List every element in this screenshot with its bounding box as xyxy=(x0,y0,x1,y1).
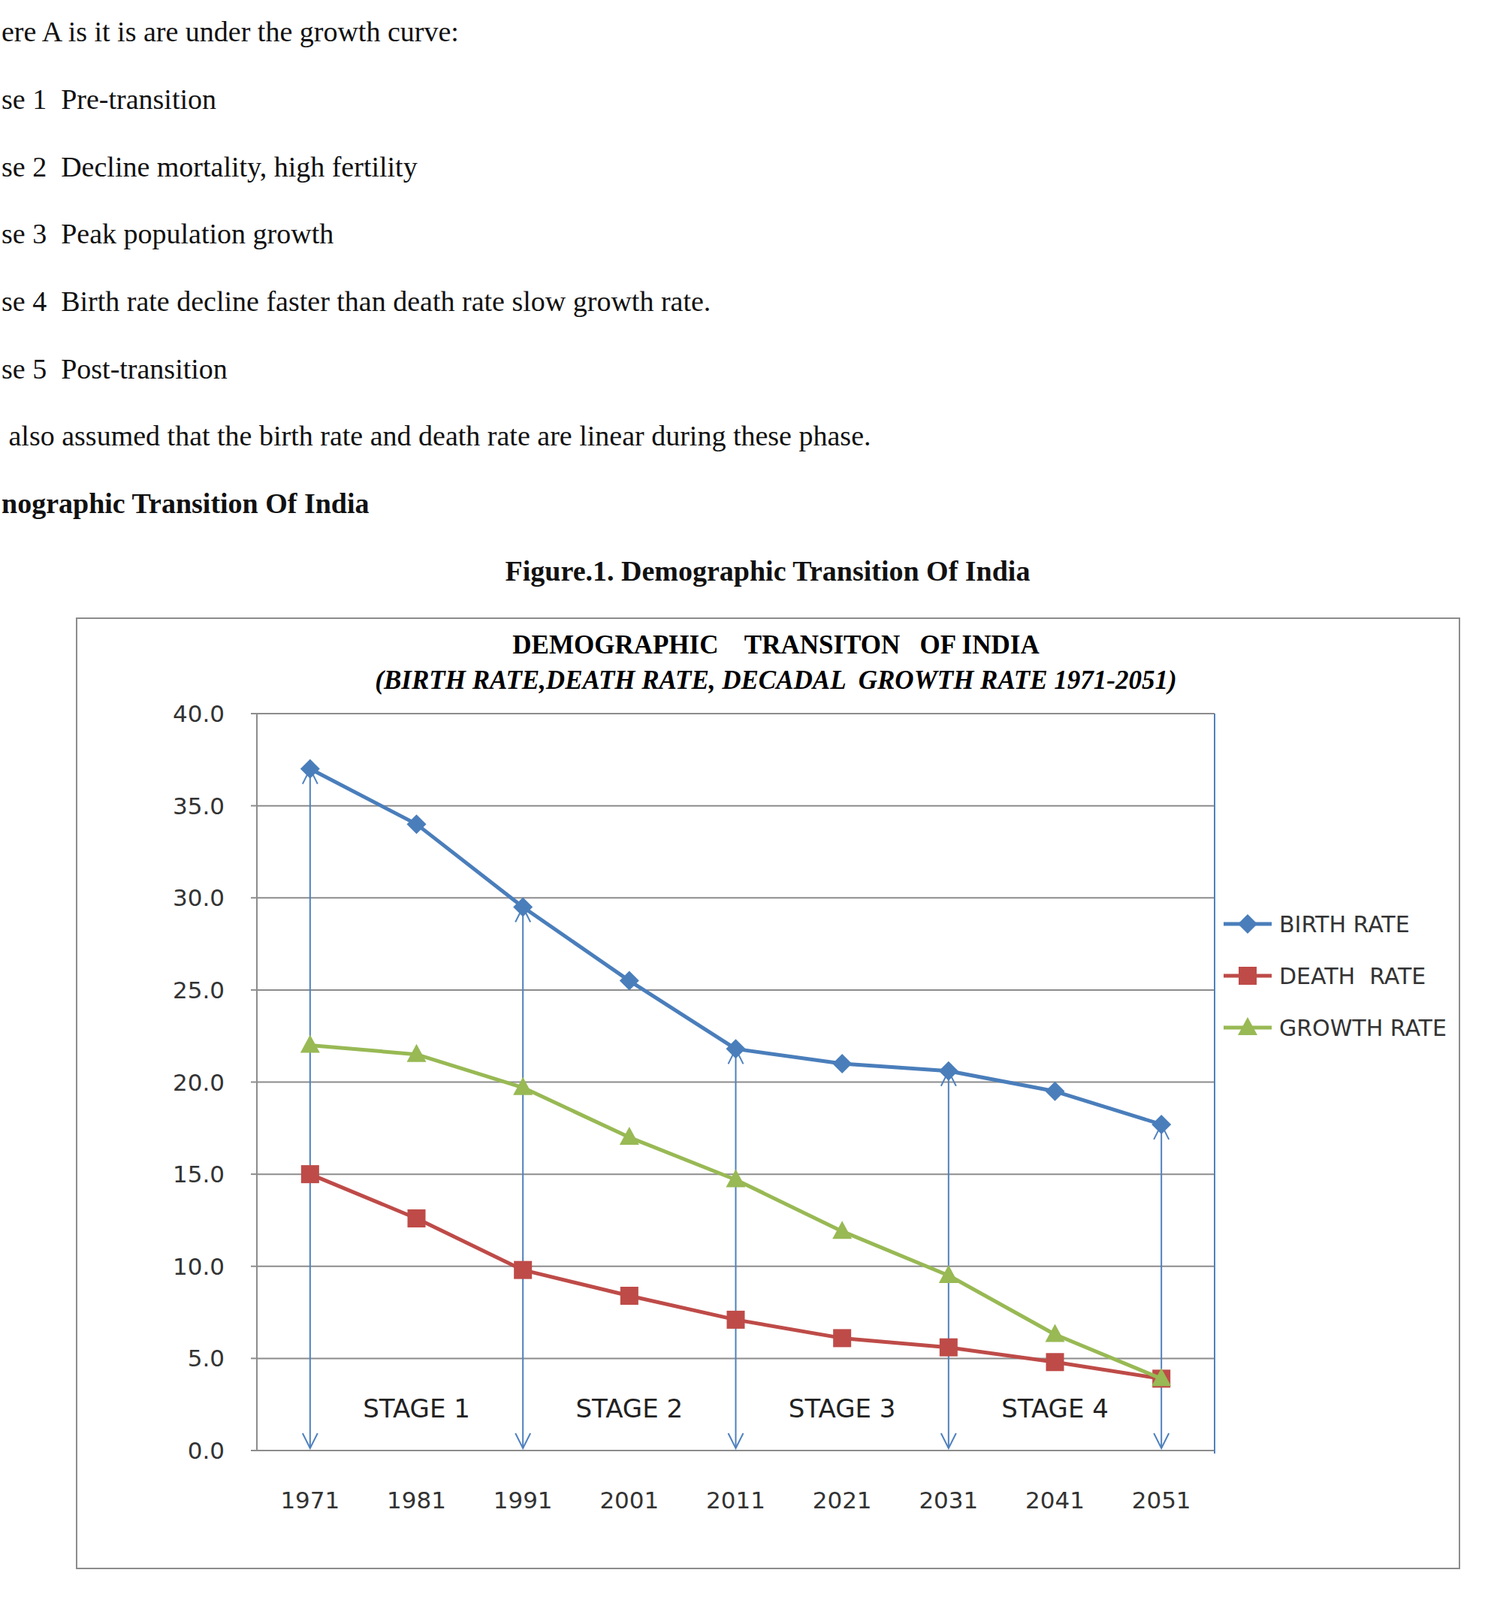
data-point xyxy=(726,1168,746,1187)
tick-mark xyxy=(250,1357,257,1359)
x-tick-label: 2021 xyxy=(812,1486,873,1514)
tick-mark xyxy=(250,1081,257,1084)
arrow-head xyxy=(941,1433,957,1449)
data-point xyxy=(938,1061,959,1081)
data-point xyxy=(727,1310,746,1329)
legend-marker xyxy=(1237,1017,1258,1036)
x-tick-label: 2001 xyxy=(599,1486,659,1514)
body-text: se 1 Pre-transition xyxy=(1,83,217,115)
body-text: se 4 Birth rate decline faster than deat… xyxy=(1,285,711,317)
tick-mark xyxy=(250,989,257,991)
body-text: se 3 Peak population growth xyxy=(1,217,334,250)
arrow-head xyxy=(515,1433,531,1449)
stage-label: STAGE 2 xyxy=(576,1393,684,1424)
y-tick-label: 35.0 xyxy=(172,792,225,820)
data-point xyxy=(513,1077,533,1096)
y-tick-label: 5.0 xyxy=(187,1344,225,1372)
chart-frame xyxy=(76,618,1460,1569)
data-point xyxy=(1151,1114,1172,1135)
data-point xyxy=(301,1165,320,1184)
data-point xyxy=(938,1264,959,1283)
stage-label: STAGE 1 xyxy=(362,1393,471,1424)
data-point xyxy=(407,1209,426,1228)
chart-title: DEMOGRAPHIC TRANSITON OF INDIA xyxy=(512,630,1040,660)
y-tick-label: 0.0 xyxy=(187,1436,225,1464)
plot-area xyxy=(300,759,1172,1389)
tick-mark xyxy=(250,1173,257,1175)
series-line xyxy=(310,769,1162,1125)
x-tick-label: 2051 xyxy=(1131,1486,1192,1514)
stage-arrow xyxy=(735,1048,737,1449)
tick-mark xyxy=(250,712,257,715)
page: ere A is it is are under the growth curv… xyxy=(0,0,1488,1600)
body-text: se 2 Decline mortality, high fertility xyxy=(1,150,418,183)
stage-arrow xyxy=(522,907,524,1449)
body-text: ere A is it is are under the growth curv… xyxy=(1,15,459,48)
y-axis-line xyxy=(256,713,258,1451)
figure-caption: Figure.1. Demographic Transition Of Indi… xyxy=(505,555,1031,587)
series-line xyxy=(310,1044,1162,1379)
data-point xyxy=(300,759,320,779)
legend-marker xyxy=(1237,914,1258,934)
stage-arrow xyxy=(309,769,311,1449)
x-tick-label: 1971 xyxy=(280,1486,340,1514)
x-tick-label: 2011 xyxy=(706,1486,766,1514)
data-point xyxy=(513,1261,532,1280)
x-tick-label: 1991 xyxy=(493,1486,553,1514)
y-tick-label: 20.0 xyxy=(172,1068,225,1096)
data-point xyxy=(513,897,533,918)
y-tick-label: 10.0 xyxy=(172,1252,225,1280)
data-point xyxy=(1045,1081,1066,1102)
stage-arrow xyxy=(1160,1124,1163,1449)
tick-mark xyxy=(250,1449,257,1452)
data-point xyxy=(619,1126,640,1145)
tick-mark xyxy=(250,896,257,899)
grid-line xyxy=(256,805,1215,807)
stage-boundary xyxy=(1213,713,1216,1454)
data-point xyxy=(726,1038,746,1059)
grid-line xyxy=(256,712,1215,715)
arrow-head xyxy=(1153,1433,1169,1449)
y-tick-label: 15.0 xyxy=(172,1160,225,1188)
data-point xyxy=(300,1034,320,1053)
data-point xyxy=(407,1044,427,1063)
stage-arrow xyxy=(947,1071,950,1449)
data-point xyxy=(407,814,427,834)
series-line xyxy=(310,1174,1162,1379)
section-heading: nographic Transition Of India xyxy=(1,487,370,520)
y-tick-label: 30.0 xyxy=(172,884,225,912)
y-tick-label: 40.0 xyxy=(172,700,225,728)
tick-mark xyxy=(250,805,257,807)
legend-label: DEATH RATE xyxy=(1279,962,1426,990)
stage-label: STAGE 4 xyxy=(1001,1393,1109,1424)
data-point xyxy=(1151,1367,1172,1386)
x-tick-label: 1981 xyxy=(386,1486,447,1514)
grid-line xyxy=(256,1449,1215,1452)
data-point xyxy=(833,1328,852,1347)
data-point xyxy=(832,1053,852,1074)
data-point xyxy=(620,1286,639,1305)
body-text: se 5 Post-transition xyxy=(1,353,228,385)
data-point xyxy=(832,1220,852,1239)
data-point xyxy=(1045,1323,1066,1342)
legend-label: BIRTH RATE xyxy=(1279,911,1410,938)
grid-line xyxy=(256,896,1215,899)
tick-mark xyxy=(250,1265,257,1268)
arrow-head xyxy=(728,1433,744,1449)
legend-label: GROWTH RATE xyxy=(1279,1014,1447,1042)
legend-marker xyxy=(1238,966,1257,985)
data-point xyxy=(939,1338,958,1357)
data-point xyxy=(619,971,640,991)
y-tick-label: 25.0 xyxy=(172,976,225,1004)
x-tick-label: 2031 xyxy=(918,1486,978,1514)
x-tick-label: 2041 xyxy=(1025,1486,1085,1514)
x-axis-line xyxy=(256,1449,1215,1452)
stage-label: STAGE 3 xyxy=(788,1393,897,1424)
grid-line xyxy=(256,989,1215,991)
data-point xyxy=(1046,1352,1065,1371)
arrow-head xyxy=(302,1433,318,1449)
body-text: also assumed that the birth rate and dea… xyxy=(1,419,872,452)
chart-subtitle: (BIRTH RATE,DEATH RATE, DECADAL GROWTH R… xyxy=(374,665,1177,695)
